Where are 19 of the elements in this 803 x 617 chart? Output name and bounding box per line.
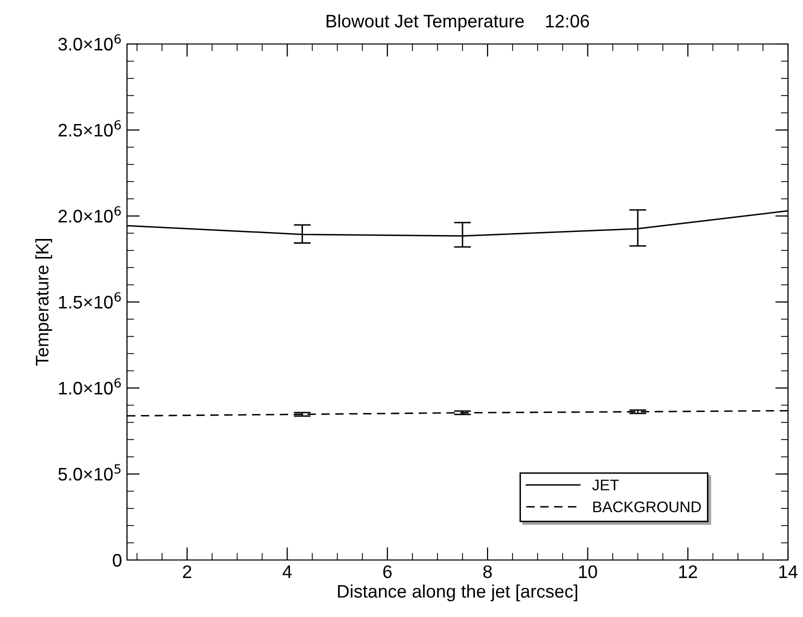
x-tick-label: 12 <box>679 565 697 578</box>
y-tick-label: 0 <box>112 554 122 567</box>
y-axis-title: Temperature [K] <box>35 239 52 366</box>
y-tick-label: 5.0×10$^{5}$ <box>58 464 121 481</box>
x-tick-label: 8 <box>483 565 492 578</box>
y-tick-label: 3.0×10$^{6}$ <box>58 34 121 51</box>
x-axis-title: Distance along the jet [arcsec] <box>338 584 578 602</box>
chart-title: Blowout Jet Temperature 12:06 <box>326 14 590 32</box>
y-tick-label: 1.0×10$^{6}$ <box>59 378 121 395</box>
legend-label: BACKGROUND <box>593 501 701 512</box>
y-tick-label: 2.5×10$^{6}$ <box>58 120 121 137</box>
x-tick-label: 6 <box>383 565 392 578</box>
y-tick-label: 2.0×10$^{6}$ <box>58 206 121 223</box>
x-tick-label: 14 <box>779 566 798 578</box>
x-tick-label: 2 <box>182 565 192 578</box>
x-tick-label: 10 <box>579 565 598 578</box>
legend-label: JET <box>592 480 619 490</box>
y-tick-label: 1.5×10$^{6}$ <box>59 292 121 309</box>
x-tick-label: 4 <box>282 566 292 578</box>
